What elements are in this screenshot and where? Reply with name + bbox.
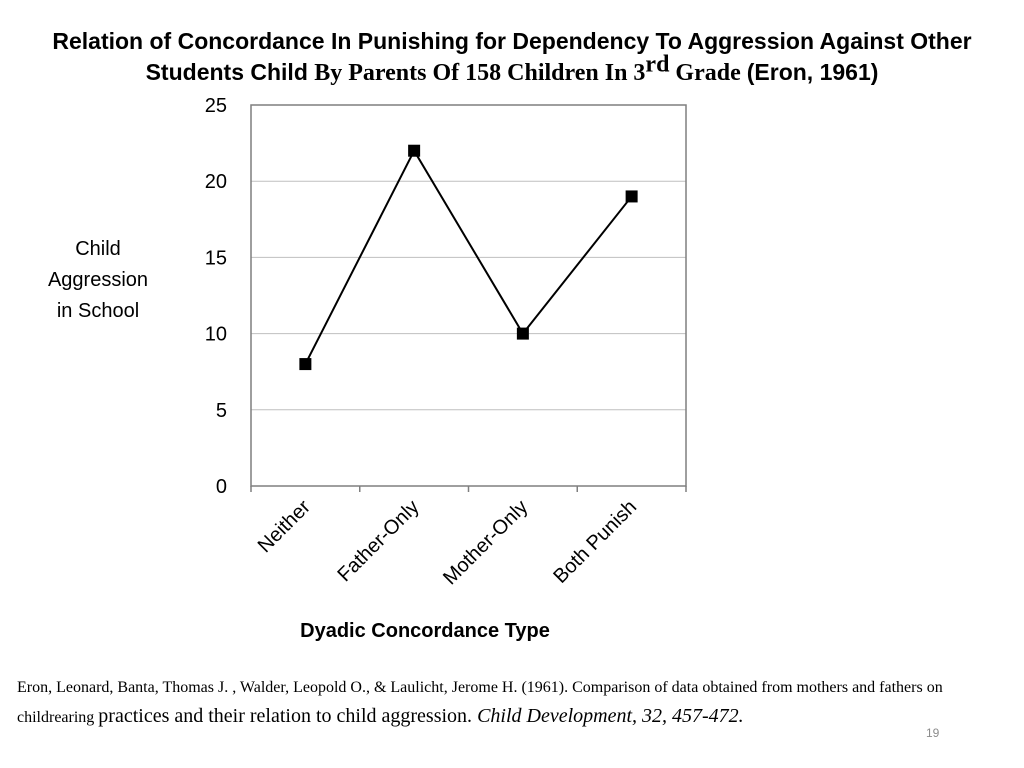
y-axis-title-line: in School: [56, 300, 140, 322]
gridlines: [251, 104, 686, 411]
citation-source: Child Development, 32, 457-472.: [477, 705, 744, 727]
x-tick-label: Mother-Only: [439, 496, 532, 589]
x-tick-label: Neither: [254, 496, 315, 557]
citation: Eron, Leonard, Banta, Thomas J. , Walder…: [17, 674, 1007, 732]
citation-text-large: practices and their relation to child ag…: [98, 705, 478, 727]
x-tick-label: Father-Only: [333, 496, 423, 586]
x-axis-ticks: Neither Father-Only Mother-Only Both Punish: [250, 486, 687, 589]
slide-title: Relation of Concordance In Punishing for…: [10, 26, 1014, 89]
y-tick-label: 0: [216, 476, 227, 498]
data-point-marker: [408, 144, 421, 157]
data-series: [299, 144, 638, 371]
title-line-2c: Grade: [669, 60, 747, 86]
y-axis-title: Child Aggression in School: [28, 234, 168, 327]
title-superscript: rd: [645, 51, 670, 78]
y-axis-title-line: Child: [75, 238, 121, 260]
title-line-2a: Students Child: [145, 59, 315, 85]
data-point-marker: [625, 190, 638, 203]
title-line-1: Relation of Concordance In Punishing for…: [52, 28, 972, 54]
y-tick-label: 5: [216, 400, 227, 422]
citation-text: Eron, Leonard, Banta, Thomas J. , Walder…: [17, 679, 943, 726]
data-point-marker: [299, 358, 312, 371]
y-axis-ticks: 0 5 10 15 20 25: [205, 95, 227, 498]
data-point-marker: [516, 327, 529, 340]
y-tick-label: 15: [205, 247, 227, 269]
title-line-2d: (Eron, 1961): [746, 59, 879, 85]
y-tick-label: 10: [205, 324, 227, 346]
x-axis-title: Dyadic Concordance Type: [300, 620, 550, 642]
page-number: 19: [926, 726, 940, 740]
x-tick-label: Both Punish: [549, 496, 641, 588]
plot-area-frame: [250, 104, 687, 487]
series-line: [304, 148, 633, 365]
y-tick-label: 20: [205, 171, 227, 193]
y-tick-label: 25: [205, 95, 227, 117]
y-axis-title-line: Aggression: [47, 269, 149, 291]
title-line-2b: By Parents Of 158 Children In 3: [314, 60, 646, 86]
